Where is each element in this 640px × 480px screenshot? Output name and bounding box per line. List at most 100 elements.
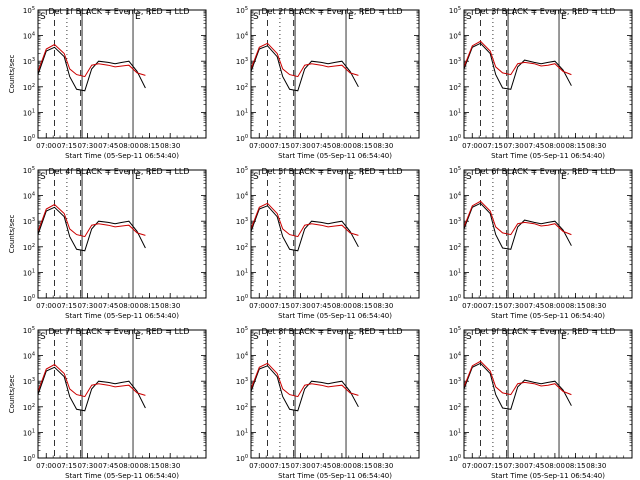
series-line-lld [463, 200, 572, 236]
x-tick-label: 08:30 [586, 302, 606, 310]
y-tick-label: 104 [23, 192, 35, 201]
chart-panel: Det 4f BLACK = Events, RED = LLD Counts/s… [8, 166, 207, 320]
y-tick-label: 102 [449, 403, 461, 412]
y-tick-label: 100 [449, 294, 461, 303]
plot-frame [250, 9, 420, 139]
x-tick-label: 08:15 [565, 142, 585, 150]
start-marker-label: S [466, 332, 472, 342]
chart-panel: Det 7f BLACK = Events, RED = LLD Counts/s… [8, 326, 207, 480]
y-tick-label: 103 [236, 217, 248, 226]
start-marker-label: S [40, 172, 46, 182]
x-tick-label: 07:00 [249, 462, 269, 470]
plot-frame [250, 169, 420, 299]
x-axis-label: Start Time (05-Sep-11 06:54:40) [65, 472, 179, 480]
y-tick-label: 103 [23, 57, 35, 66]
y-tick-label: 102 [236, 243, 248, 252]
chart-panel: Det 1f BLACK = Events, RED = LLD Counts/s… [8, 6, 207, 160]
x-tick-label: 07:00 [462, 302, 482, 310]
series-line-lld [463, 40, 572, 76]
y-tick-label: 100 [236, 134, 248, 143]
x-tick-label: 08:15 [139, 462, 159, 470]
x-tick-label: 07:30 [77, 462, 97, 470]
start-marker-label: S [40, 332, 46, 342]
start-marker-label: S [40, 12, 46, 22]
y-tick-label: 102 [23, 403, 35, 412]
x-tick-label: 07:00 [462, 142, 482, 150]
chart-title: Det 6f BLACK = Events, RED = LLD [474, 167, 615, 176]
x-tick-label: 07:45 [524, 302, 544, 310]
x-tick-label: 07:15 [57, 142, 77, 150]
x-tick-label: 07:30 [503, 142, 523, 150]
series-line-events [250, 365, 359, 412]
start-marker-label: S [253, 172, 259, 182]
plot-frame [250, 329, 420, 459]
end-marker-label: E [348, 332, 354, 342]
x-tick-label: 08:00 [545, 302, 565, 310]
x-tick-label: 07:00 [249, 302, 269, 310]
end-marker-label: E [135, 12, 141, 22]
x-tick-label: 07:30 [503, 462, 523, 470]
x-tick-label: 08:15 [352, 462, 372, 470]
y-axis-label: Counts/sec [8, 375, 16, 414]
x-tick-label: 08:00 [119, 142, 139, 150]
y-tick-label: 105 [449, 166, 461, 175]
end-marker-label: E [348, 12, 354, 22]
y-tick-label: 100 [449, 454, 461, 463]
x-tick-label: 08:15 [139, 302, 159, 310]
series-line-events [463, 42, 572, 90]
plot-frame [463, 9, 633, 139]
y-tick-label: 105 [23, 326, 35, 335]
plot-frame [37, 169, 207, 299]
series-line-lld [37, 363, 146, 398]
x-axis-label: Start Time (05-Sep-11 06:54:40) [65, 312, 179, 320]
y-tick-label: 104 [449, 192, 461, 201]
x-axis-label: Start Time (05-Sep-11 06:54:40) [65, 152, 179, 160]
chart-panel: Det 2f BLACK = Events, RED = LLD Start Ti… [236, 6, 420, 160]
chart-panel: Det 9f BLACK = Events, RED = LLD Start Ti… [449, 326, 633, 480]
x-tick-label: 08:00 [545, 462, 565, 470]
x-tick-label: 07:15 [270, 462, 290, 470]
x-tick-label: 08:00 [119, 302, 139, 310]
y-tick-label: 105 [23, 166, 35, 175]
x-tick-label: 07:00 [462, 462, 482, 470]
y-tick-label: 103 [23, 377, 35, 386]
x-tick-label: 08:15 [352, 302, 372, 310]
chart-title: Det 1f BLACK = Events, RED = LLD [48, 7, 189, 16]
x-tick-label: 08:30 [160, 302, 180, 310]
series-line-events [250, 45, 359, 92]
series-line-events [463, 362, 572, 410]
chart-title: Det 4f BLACK = Events, RED = LLD [48, 167, 189, 176]
series-line-lld [37, 203, 146, 238]
y-tick-label: 101 [23, 428, 35, 437]
x-tick-label: 07:30 [77, 142, 97, 150]
x-tick-label: 07:00 [249, 142, 269, 150]
x-tick-label: 07:00 [36, 462, 56, 470]
x-tick-label: 07:00 [36, 302, 56, 310]
y-tick-label: 101 [23, 108, 35, 117]
x-axis-label: Start Time (05-Sep-11 06:54:40) [491, 312, 605, 320]
plot-frame [463, 169, 633, 299]
start-marker-label: S [253, 332, 259, 342]
y-tick-label: 105 [236, 166, 248, 175]
x-tick-label: 08:30 [373, 462, 393, 470]
end-marker-label: E [135, 172, 141, 182]
series-line-events [37, 206, 146, 252]
y-tick-label: 102 [449, 83, 461, 92]
x-tick-label: 08:30 [160, 142, 180, 150]
series-line-events [250, 205, 359, 252]
y-tick-label: 101 [236, 108, 248, 117]
x-tick-label: 07:45 [524, 142, 544, 150]
x-tick-label: 07:45 [98, 142, 118, 150]
end-marker-label: E [348, 172, 354, 182]
x-tick-label: 07:30 [77, 302, 97, 310]
y-tick-label: 103 [449, 217, 461, 226]
chart-panel: Det 5f BLACK = Events, RED = LLD Start Ti… [236, 166, 420, 320]
y-tick-label: 103 [449, 377, 461, 386]
chart-title: Det 3f BLACK = Events, RED = LLD [474, 7, 615, 16]
x-tick-label: 08:15 [565, 462, 585, 470]
series-line-events [37, 366, 146, 412]
y-tick-label: 100 [236, 294, 248, 303]
y-tick-label: 102 [449, 243, 461, 252]
x-tick-label: 08:15 [565, 302, 585, 310]
